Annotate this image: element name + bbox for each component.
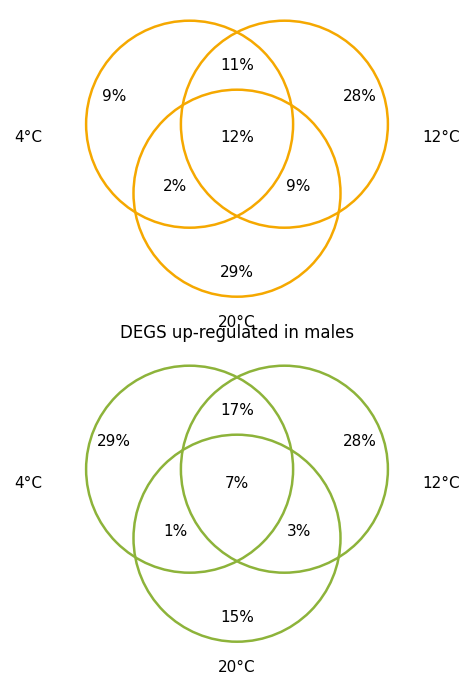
Text: 12°C: 12°C (422, 130, 460, 146)
Text: 17%: 17% (220, 403, 254, 418)
Text: 29%: 29% (220, 265, 254, 280)
Text: 9%: 9% (286, 179, 311, 194)
Text: 1%: 1% (163, 524, 188, 539)
Text: 12°C: 12°C (422, 475, 460, 491)
Text: 4°C: 4°C (14, 130, 42, 146)
Text: 3%: 3% (286, 524, 311, 539)
Text: 28%: 28% (343, 89, 377, 104)
Text: DEGS up-regulated in males: DEGS up-regulated in males (120, 324, 354, 342)
Text: 7%: 7% (225, 475, 249, 491)
Text: 15%: 15% (220, 610, 254, 625)
Text: 20°C: 20°C (218, 315, 256, 330)
Text: 9%: 9% (101, 89, 126, 104)
Text: 4°C: 4°C (14, 475, 42, 491)
Text: 11%: 11% (220, 58, 254, 73)
Text: 20°C: 20°C (218, 660, 256, 675)
Text: 2%: 2% (163, 179, 188, 194)
Text: 29%: 29% (97, 434, 131, 449)
Text: 12%: 12% (220, 130, 254, 146)
Text: 28%: 28% (343, 434, 377, 449)
